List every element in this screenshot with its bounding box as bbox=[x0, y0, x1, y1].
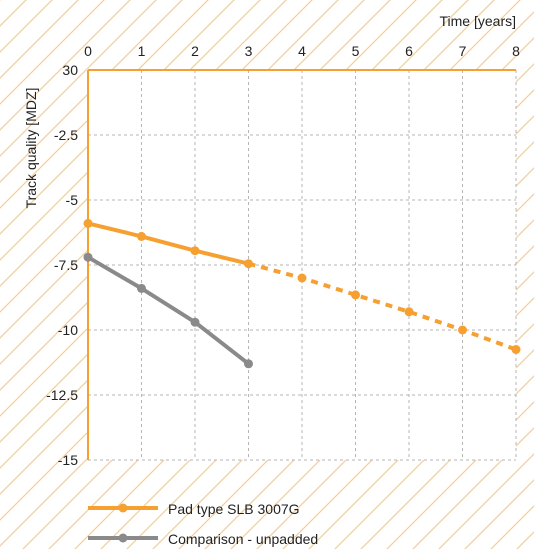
legend-marker-pad bbox=[118, 503, 128, 513]
y-tick-label: -10 bbox=[58, 322, 78, 338]
series-unpadded-point bbox=[244, 359, 253, 369]
x-tick-label: 1 bbox=[138, 43, 146, 59]
series-pad-projected-point bbox=[511, 345, 521, 354]
x-tick-label: 2 bbox=[191, 43, 199, 59]
series-unpadded-point bbox=[190, 317, 200, 327]
series-pad-projected-point bbox=[404, 307, 414, 317]
x-tick-label: 7 bbox=[459, 43, 467, 59]
grid bbox=[88, 70, 517, 461]
series-group bbox=[83, 218, 521, 369]
series-pad-point bbox=[83, 218, 93, 228]
series-pad-line bbox=[87, 221, 249, 266]
x-tick-label: 5 bbox=[352, 43, 360, 59]
series-unpadded-line bbox=[86, 255, 250, 366]
x-axis-title: Time [years] bbox=[440, 13, 517, 29]
x-tick-label: 8 bbox=[512, 43, 520, 59]
series-unpadded-point bbox=[83, 252, 93, 262]
series-pad-projected-point bbox=[351, 290, 360, 300]
x-ticks: 0 1 2 3 4 5 6 7 8 bbox=[84, 43, 520, 59]
y-tick-label: -7.5 bbox=[54, 257, 78, 273]
legend: Pad type SLB 3007G Comparison - unpadded bbox=[88, 501, 318, 547]
x-tick-label: 6 bbox=[405, 43, 413, 59]
series-pad-projected-point bbox=[458, 325, 467, 335]
y-tick-label: -2.5 bbox=[54, 127, 78, 143]
y-tick-label: -12.5 bbox=[46, 387, 78, 403]
y-tick-label: -5 bbox=[66, 192, 79, 208]
legend-label-unpadded: Comparison - unpadded bbox=[168, 531, 318, 547]
legend-label-pad: Pad type SLB 3007G bbox=[168, 501, 300, 517]
y-tick-label: 30 bbox=[62, 62, 78, 78]
series-pad-point bbox=[137, 231, 146, 241]
series-unpadded-point bbox=[137, 283, 146, 293]
y-ticks: 30 -2.5 -5 -7.5 -10 -12.5 -15 bbox=[46, 62, 78, 468]
legend-marker-unpadded bbox=[118, 533, 128, 543]
series-pad-point bbox=[244, 259, 253, 269]
x-tick-label: 3 bbox=[245, 43, 253, 59]
series-pad-point bbox=[190, 246, 200, 256]
series-pad-projected-point bbox=[297, 273, 307, 283]
y-tick-label: -15 bbox=[58, 452, 78, 468]
y-axis-title: Track quality [MDZ] bbox=[23, 88, 39, 209]
x-tick-label: 0 bbox=[84, 43, 92, 59]
x-tick-label: 4 bbox=[298, 43, 306, 59]
